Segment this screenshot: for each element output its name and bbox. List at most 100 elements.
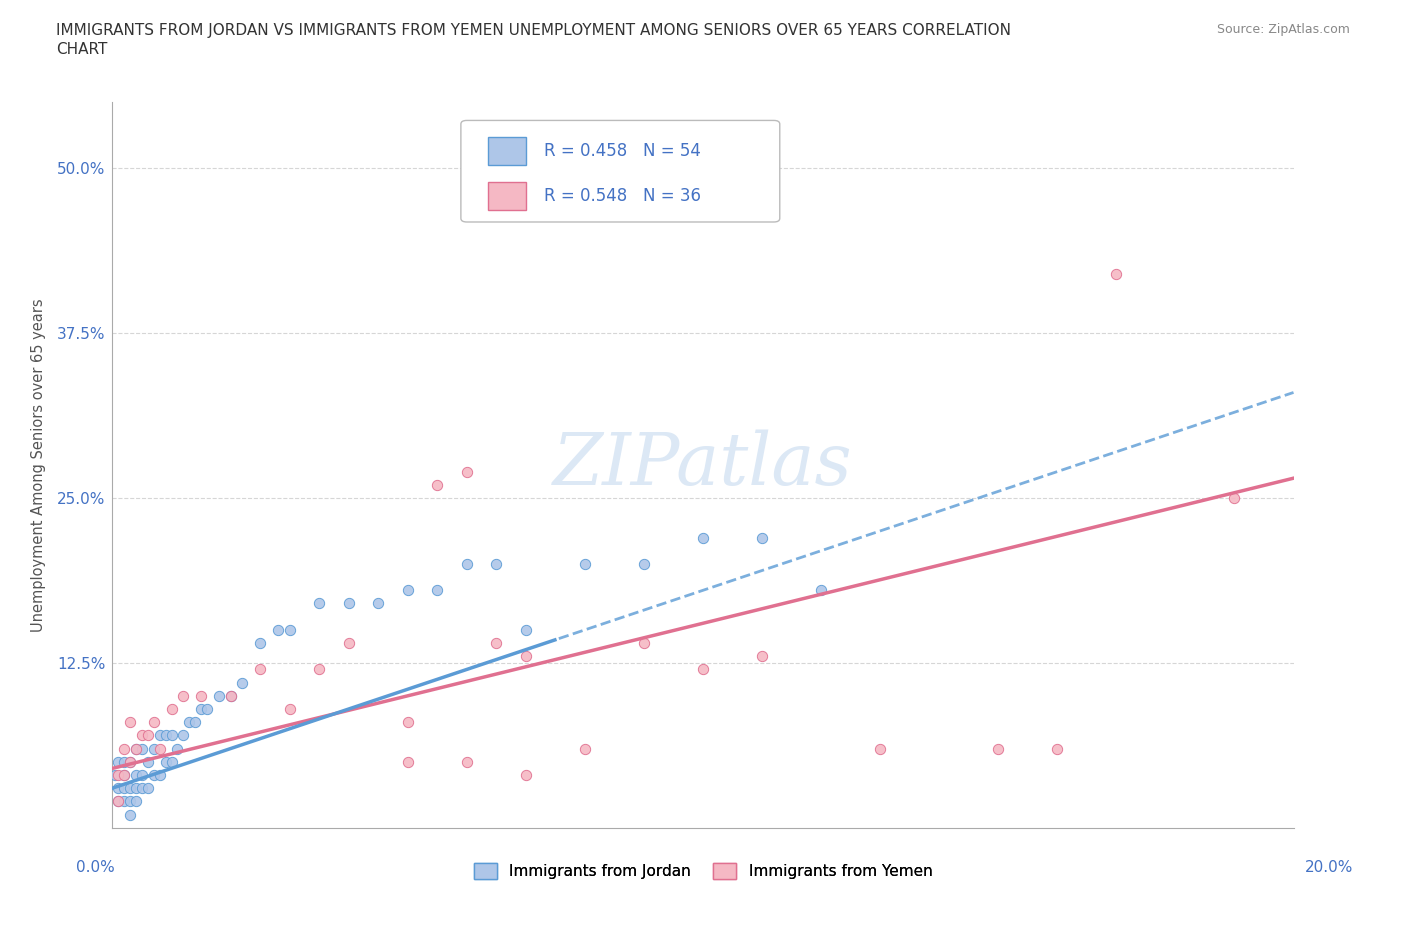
Point [120,807,142,822]
Point [231,675,253,690]
Point [136,754,159,769]
Point [751,649,773,664]
Point [160,728,183,743]
Point [515,649,537,664]
Point [125,741,148,756]
Text: CHART: CHART [56,42,108,57]
Point [190,688,212,703]
Point [149,767,172,782]
Point [426,583,449,598]
Point [112,794,135,809]
Text: 0.0%: 0.0% [76,860,115,875]
Point [125,780,148,795]
Text: ZIPatlas: ZIPatlas [553,430,853,500]
Point [574,741,596,756]
Point [120,754,142,769]
Point [142,741,165,756]
Point [456,556,478,571]
Point [692,662,714,677]
Point [120,754,142,769]
Point [456,754,478,769]
Point [172,728,194,743]
Point [396,754,419,769]
Point [112,741,135,756]
Text: 20.0%: 20.0% [1305,860,1353,875]
Point [160,754,183,769]
Point [149,741,172,756]
Point [249,635,271,650]
Point [267,622,290,637]
Point [1105,266,1128,281]
Point [249,662,271,677]
Point [692,530,714,545]
Point [633,635,655,650]
Point [107,754,129,769]
Point [179,715,201,730]
Point [131,767,153,782]
Point [131,728,153,743]
Point [456,464,478,479]
Point [184,715,207,730]
Point [515,767,537,782]
Point [112,754,135,769]
Point [426,477,449,492]
Point [308,662,330,677]
Point [810,583,832,598]
Point [112,767,135,782]
Point [1223,490,1246,505]
Point [155,728,177,743]
Point [125,767,148,782]
Point [574,556,596,571]
Point [136,780,159,795]
Text: IMMIGRANTS FROM JORDAN VS IMMIGRANTS FROM YEMEN UNEMPLOYMENT AMONG SENIORS OVER : IMMIGRANTS FROM JORDAN VS IMMIGRANTS FRO… [56,23,1011,38]
Point [308,596,330,611]
Point [515,622,537,637]
Point [125,794,148,809]
Point [190,701,212,716]
Point [160,701,183,716]
Point [869,741,891,756]
Point [107,780,129,795]
Point [396,715,419,730]
Point [485,635,508,650]
Point [131,780,153,795]
Point [337,596,360,611]
Point [278,701,301,716]
Point [120,794,142,809]
Point [142,767,165,782]
Point [107,794,129,809]
Point [155,754,177,769]
Point [112,767,135,782]
Point [107,767,129,782]
Point [219,688,242,703]
Point [1046,741,1069,756]
Point [396,583,419,598]
FancyBboxPatch shape [461,120,780,222]
Point [208,688,231,703]
Point [367,596,389,611]
Point [219,688,242,703]
Text: R = 0.458   N = 54: R = 0.458 N = 54 [544,141,700,160]
Point [120,715,142,730]
Y-axis label: Unemployment Among Seniors over 65 years: Unemployment Among Seniors over 65 years [31,299,46,631]
Point [142,715,165,730]
Point [172,688,194,703]
Legend: Immigrants from Jordan, Immigrants from Yemen: Immigrants from Jordan, Immigrants from … [468,857,938,885]
Point [125,741,148,756]
Text: R = 0.548   N = 36: R = 0.548 N = 36 [544,187,700,205]
FancyBboxPatch shape [488,182,526,210]
Point [987,741,1010,756]
Text: Source: ZipAtlas.com: Source: ZipAtlas.com [1216,23,1350,36]
Point [131,741,153,756]
FancyBboxPatch shape [488,137,526,165]
Point [120,780,142,795]
Point [112,780,135,795]
Point [337,635,360,650]
Point [751,530,773,545]
Point [485,556,508,571]
Point [633,556,655,571]
Point [149,728,172,743]
Point [136,728,159,743]
Point [166,741,188,756]
Point [104,767,127,782]
